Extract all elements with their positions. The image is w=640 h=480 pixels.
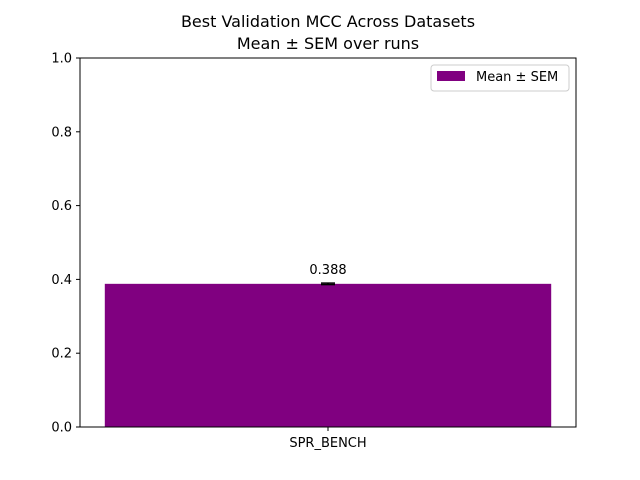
y-axis: 0.0 0.2 0.4 0.6 0.8 1.0 bbox=[51, 52, 80, 436]
y-tick-label: 1.0 bbox=[51, 52, 72, 67]
y-tick-label: 0.0 bbox=[51, 421, 72, 436]
data-label: 0.388 bbox=[309, 263, 346, 278]
y-tick-label: 0.4 bbox=[51, 273, 72, 288]
chart-subtitle: Mean ± SEM over runs bbox=[237, 34, 419, 53]
x-axis: SPR_BENCH bbox=[289, 427, 367, 451]
bar-spr-bench bbox=[104, 283, 552, 427]
x-tick-label: SPR_BENCH bbox=[289, 436, 366, 451]
legend: Mean ± SEM bbox=[430, 64, 570, 92]
data-labels-group: 0.388 bbox=[309, 263, 346, 278]
legend-label: Mean ± SEM bbox=[476, 70, 558, 85]
bars-group bbox=[104, 283, 552, 427]
legend-box bbox=[430, 64, 570, 92]
y-tick-label: 0.6 bbox=[51, 199, 72, 214]
legend-swatch bbox=[437, 71, 465, 81]
y-tick-label: 0.2 bbox=[51, 347, 72, 362]
y-tick-label: 0.8 bbox=[51, 125, 72, 140]
chart-title: Best Validation MCC Across Datasets bbox=[181, 12, 475, 31]
error-bars-group bbox=[321, 282, 335, 286]
plot-frame bbox=[79, 57, 577, 428]
